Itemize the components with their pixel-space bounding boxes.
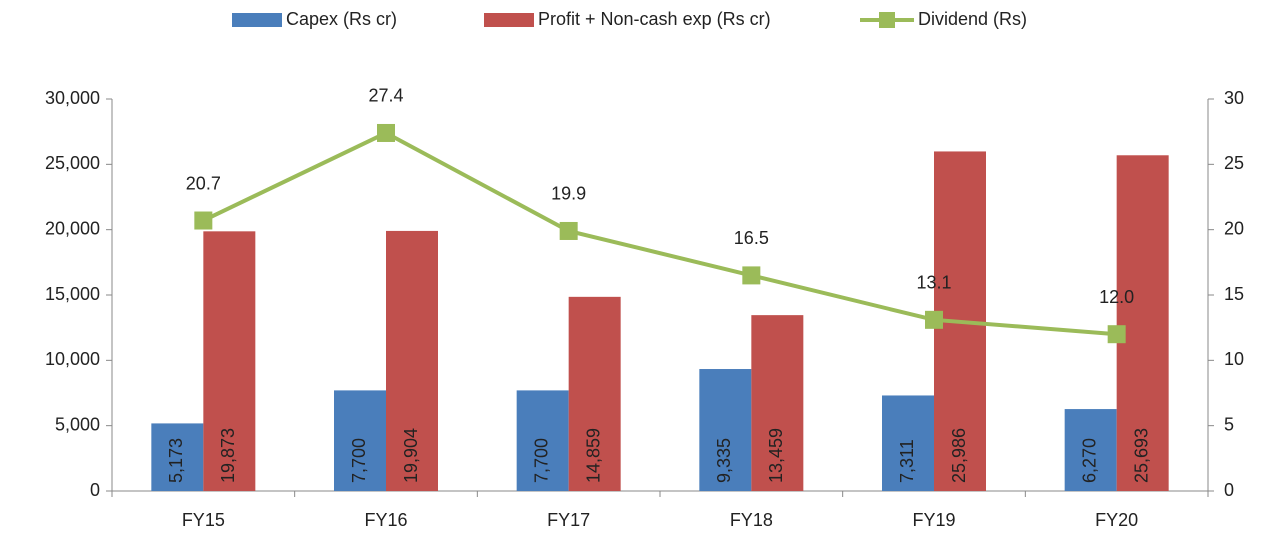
bar-value-label: 14,859 <box>583 428 603 483</box>
bar <box>1064 409 1117 491</box>
line-value-label: 13.1 <box>916 273 951 293</box>
y2-tick-label: 0 <box>1224 480 1234 500</box>
bar-value-label: 7,700 <box>349 438 369 483</box>
bar-value-label: 19,904 <box>401 428 421 483</box>
y2-tick-label: 30 <box>1224 88 1244 108</box>
y-tick-label: 10,000 <box>45 349 100 369</box>
line-marker <box>1107 325 1126 344</box>
y-tick-label: 20,000 <box>45 218 100 238</box>
bar-value-label: 13,459 <box>766 428 786 483</box>
y2-tick-label: 20 <box>1224 218 1244 238</box>
bar <box>699 369 752 491</box>
legend-swatch <box>879 12 895 28</box>
bar <box>386 230 438 491</box>
bar-value-label: 6,270 <box>1079 438 1099 483</box>
x-tick-label: FY17 <box>547 510 590 530</box>
line <box>202 130 1117 337</box>
line-marker <box>194 211 213 230</box>
bar-value-label: 25,693 <box>1131 428 1151 483</box>
line-marker <box>377 123 395 142</box>
x-tick-label: FY15 <box>182 510 225 530</box>
bar <box>882 395 934 491</box>
x-tick-label: FY16 <box>364 510 407 530</box>
bar-value-label: 19,873 <box>218 428 238 483</box>
bar <box>516 390 569 491</box>
x-tick-label: FY19 <box>912 510 955 530</box>
bar <box>203 231 256 492</box>
bar <box>334 390 386 491</box>
y-tick-label: 15,000 <box>45 284 100 304</box>
bar <box>568 296 621 491</box>
x-tick-label: FY18 <box>730 510 773 530</box>
line-value-label: 20.7 <box>186 173 221 193</box>
line-value-label: 16.5 <box>734 228 769 248</box>
bar <box>151 423 204 491</box>
line-value-label: 27.4 <box>368 86 403 106</box>
bar-value-label: 25,986 <box>949 428 969 483</box>
y2-tick-label: 15 <box>1224 284 1244 304</box>
bar <box>1116 155 1169 491</box>
y-tick-label: 25,000 <box>45 153 100 173</box>
y-tick-label: 0 <box>90 480 100 500</box>
line-marker <box>742 266 761 285</box>
y-tick-label: 5,000 <box>55 414 100 434</box>
bar-value-label: 9,335 <box>714 438 734 483</box>
line-value-label: 12.0 <box>1099 287 1134 307</box>
line-value-label: 19.9 <box>551 184 586 204</box>
bar-value-label: 7,700 <box>531 438 551 483</box>
legend-label: Capex (Rs cr) <box>286 9 397 29</box>
bar-value-label: 7,311 <box>897 439 917 483</box>
legend-swatch <box>232 13 282 27</box>
x-tick-label: FY20 <box>1095 510 1138 530</box>
legend-label: Profit + Non-cash exp (Rs cr) <box>538 9 771 29</box>
bar <box>751 315 804 491</box>
legend-swatch <box>484 13 534 27</box>
y2-tick-label: 5 <box>1224 414 1234 434</box>
line-marker <box>559 221 578 240</box>
y-tick-label: 30,000 <box>45 88 100 108</box>
line-marker <box>925 310 943 329</box>
y2-tick-label: 25 <box>1224 153 1244 173</box>
bar-value-label: 5,173 <box>166 438 186 483</box>
y2-tick-label: 10 <box>1224 349 1244 369</box>
legend-label: Dividend (Rs) <box>918 9 1027 29</box>
